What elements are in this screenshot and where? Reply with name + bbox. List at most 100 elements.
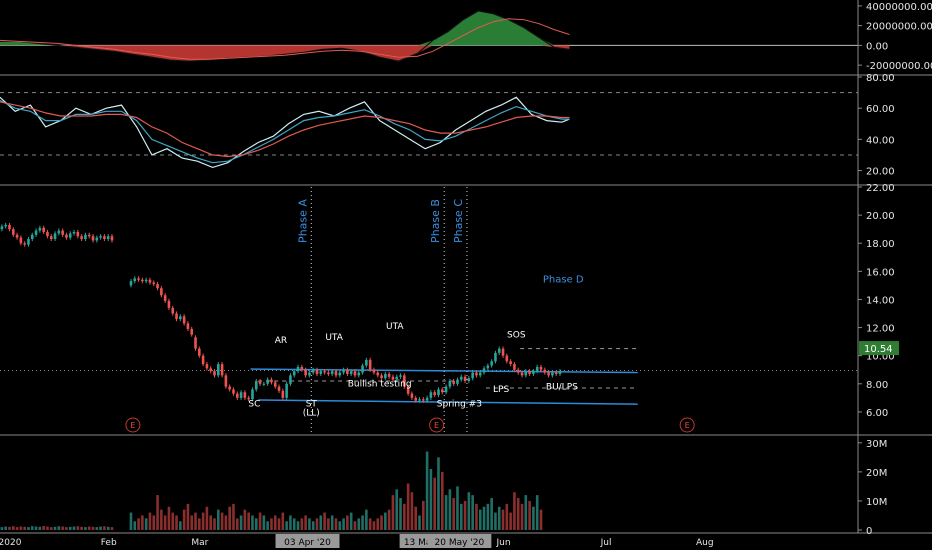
volume-bar [482,506,486,530]
candle-body [281,390,285,398]
earnings-marker [125,417,141,433]
candle-body [91,236,95,241]
candle-body [8,224,11,230]
volume-bar [368,518,372,530]
candle-body [277,386,281,391]
candle-body [323,371,326,373]
candle-body [15,234,19,238]
oscillator-line [0,10,570,62]
candle-body [406,386,410,394]
wyckoff-annotation: Spring #3 [437,399,482,409]
wyckoff-annotation: ST [306,399,318,409]
volume-bar [156,495,159,530]
volume-bar [4,526,7,530]
volume-bar [425,451,429,530]
candle-body [304,369,307,376]
wyckoff-annotation: UTA [386,322,404,332]
volume-bar [106,526,110,530]
volume-bar [182,509,186,530]
price-panel: Phase A Phase B Phase C Phase D AR UTA UTA SOS S… [0,187,858,433]
price-tick-label: 8.00 [866,380,888,391]
volume-bar [133,521,137,530]
volume-bar [30,526,34,530]
volume-bar [15,527,19,530]
volume-bar [87,526,91,530]
volume-bar [535,495,539,530]
volume-bar [308,518,311,530]
candle-body [505,355,509,362]
candle-body [467,378,471,381]
candle-body [327,372,330,374]
volume-bar [285,521,288,530]
volume-bar [289,515,292,530]
volume-bar [357,518,361,530]
price-tick-label: 14.00 [866,295,895,306]
crosshair-date-tag [427,534,492,548]
volume-bar [300,518,304,530]
crosshair-date-label: 13 Ma [404,538,432,548]
volume-bar [95,527,99,530]
candle-body [141,279,144,282]
volume-bar [152,515,156,530]
volume-bar [235,518,239,530]
volume-bar [315,518,319,530]
earnings-marker [429,417,445,433]
candle-body [300,366,304,370]
candle-body [422,399,425,401]
candle-body [346,369,349,374]
candle-body [509,361,512,365]
volume-bar [179,521,182,530]
volume-bar [57,526,61,530]
candle-body [357,372,361,376]
candle-body [482,368,486,373]
phase-d-label: Phase D [543,275,584,286]
candle-body [34,230,38,235]
candle-body [273,382,277,387]
volume-bar [334,518,338,530]
candle-body [433,392,436,396]
volume-bar [76,526,80,530]
earnings-marker-label: E [130,421,135,430]
rsi-tick-label: 60.00 [866,104,895,115]
volume-bar [384,512,387,530]
crosshair-date-tag [275,534,340,548]
volume-bar [494,512,497,530]
price-tick-label: 6.00 [866,408,888,419]
volume-bar [406,483,410,530]
candle-body [11,229,15,235]
volume-bar [175,515,178,530]
candle-body [53,233,57,240]
volume-bar [422,500,425,530]
candle-body [266,379,269,384]
volume-bar [220,512,224,530]
candle-body [87,234,91,237]
volume-bar [277,518,281,530]
candle-body [57,230,61,234]
candle-body [296,366,300,372]
volume-bar [0,527,4,530]
candle-body [338,372,342,376]
candle-body [194,337,197,349]
volume-bar [110,527,114,530]
candle-body [448,380,452,387]
volume-bar [490,498,493,530]
volume-bar [330,515,334,530]
candle-body [558,371,562,374]
volume-bar [84,527,87,530]
candle-body [456,379,459,384]
volume-bar [258,512,262,530]
volume-bar [171,512,175,530]
candle-body [524,371,528,376]
volume-bar [520,503,524,530]
x-tick-label: Mar [191,538,208,548]
candle-body [216,364,220,376]
candle-body [46,231,49,237]
candle-body [65,234,68,238]
candle-body [133,278,137,282]
volume-bar [486,503,490,530]
candle-body [163,295,167,301]
volume-bar [262,515,266,530]
volume-bar [254,518,258,530]
volume-bar [72,526,76,530]
oscillator-negative-area [0,45,570,62]
